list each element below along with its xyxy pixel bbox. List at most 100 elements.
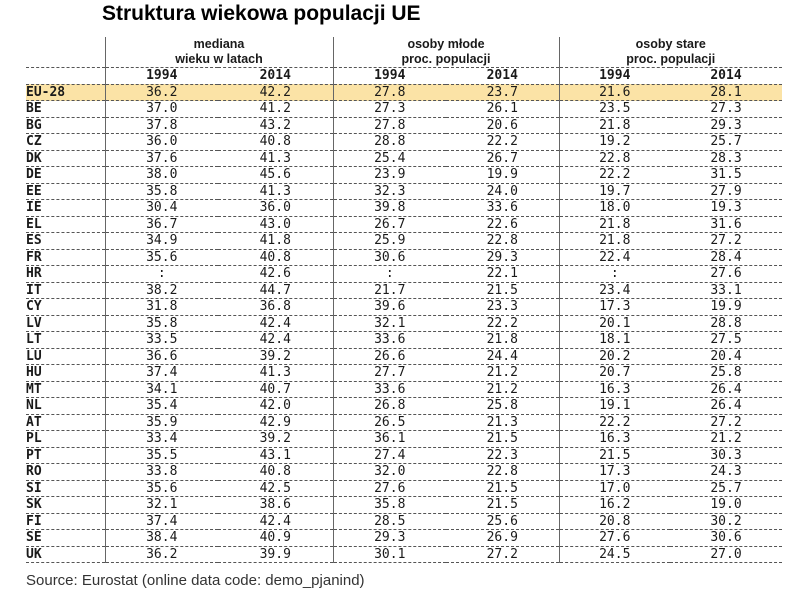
value-cell: 36.0 [218, 199, 333, 217]
table-row: DK 37.6 41.3 25.4 26.7 22.8 28.3 [26, 150, 782, 167]
value-cell: 21.5 [446, 480, 559, 497]
country-code: LU [26, 348, 105, 365]
country-code: LV [26, 315, 105, 332]
value-cell: 38.4 [104, 529, 218, 547]
value-cell: 21.6 [558, 84, 670, 101]
value-cell: 42.6 [218, 265, 333, 283]
value-cell: 33.6 [332, 331, 446, 349]
group-header-median: mediana wieku w latach [104, 37, 333, 68]
value-cell: 37.4 [104, 364, 218, 382]
value-cell: 37.4 [104, 513, 218, 530]
age-structure-table: mediana wieku w latach osoby młode proc.… [26, 37, 782, 563]
country-code: EU-28 [26, 84, 105, 101]
value-cell: 22.8 [446, 232, 559, 250]
value-cell: 25.8 [446, 397, 559, 415]
table-row-eu28: EU-28 36.2 42.2 27.8 23.7 21.6 28.1 [26, 84, 782, 101]
value-cell: 27.6 [332, 480, 446, 497]
value-cell: 27.6 [558, 529, 670, 547]
value-cell: 38.6 [218, 496, 333, 514]
value-cell: 37.6 [104, 150, 218, 167]
value-cell: 29.3 [332, 529, 446, 547]
value-cell: 43.0 [218, 216, 333, 233]
value-cell: 33.1 [670, 282, 782, 299]
value-cell: 16.2 [558, 496, 670, 514]
value-cell: 32.3 [332, 183, 446, 200]
value-cell: 27.5 [670, 331, 782, 349]
value-cell: 33.8 [104, 463, 218, 481]
value-cell: 35.8 [332, 496, 446, 514]
country-code: RO [26, 463, 105, 481]
value-cell: 36.6 [104, 348, 218, 365]
value-cell: 22.1 [446, 265, 559, 283]
value-cell: 30.2 [670, 513, 782, 530]
value-cell: 31.6 [670, 216, 782, 233]
value-cell: 30.4 [104, 199, 218, 217]
value-cell: 26.4 [670, 397, 782, 415]
group-header-line2: proc. populacji [401, 52, 491, 66]
value-cell: 35.6 [104, 249, 218, 266]
value-cell: 39.2 [218, 348, 333, 365]
value-cell: 38.0 [104, 166, 218, 184]
value-cell: 38.2 [104, 282, 218, 299]
value-cell: 18.1 [558, 331, 670, 349]
country-code: PL [26, 430, 105, 448]
value-cell: 17.3 [558, 298, 670, 316]
country-code: CY [26, 298, 105, 316]
value-cell: 36.2 [104, 84, 218, 101]
value-cell: 44.7 [218, 282, 333, 299]
year-header: 1994 [332, 67, 446, 85]
value-cell: 21.5 [446, 282, 559, 299]
group-header-row: mediana wieku w latach osoby młode proc.… [26, 37, 782, 68]
country-code: AT [26, 414, 105, 431]
value-cell: 30.1 [332, 546, 446, 563]
value-cell: 19.0 [670, 496, 782, 514]
country-code: ES [26, 232, 105, 250]
value-cell: 26.1 [446, 100, 559, 118]
table-row: LT 33.5 42.4 33.6 21.8 18.1 27.5 [26, 331, 782, 349]
table-row: ES 34.9 41.8 25.9 22.8 21.8 27.2 [26, 232, 782, 250]
table-body: EU-28 36.2 42.2 27.8 23.7 21.6 28.1 BE 37.0 41.2 2… [26, 84, 782, 563]
value-cell: 27.2 [670, 414, 782, 431]
country-code: FI [26, 513, 105, 530]
country-code: DK [26, 150, 105, 167]
value-cell: 43.1 [218, 447, 333, 464]
country-code: NL [26, 397, 105, 415]
value-cell: 21.8 [558, 117, 670, 134]
value-cell: 23.3 [446, 298, 559, 316]
country-code: FR [26, 249, 105, 266]
value-cell: 19.1 [558, 397, 670, 415]
value-cell: 19.9 [670, 298, 782, 316]
value-cell: 21.5 [446, 430, 559, 448]
value-cell: 41.3 [218, 364, 333, 382]
country-code: SI [26, 480, 105, 497]
table-row: CY 31.8 36.8 39.6 23.3 17.3 19.9 [26, 298, 782, 316]
value-cell: 33.5 [104, 331, 218, 349]
value-cell: 21.7 [332, 282, 446, 299]
value-cell: 35.8 [104, 183, 218, 200]
value-cell: 32.0 [332, 463, 446, 481]
value-cell: 31.5 [670, 166, 782, 184]
value-cell: 26.7 [332, 216, 446, 233]
value-cell: 27.7 [332, 364, 446, 382]
value-cell: 25.4 [332, 150, 446, 167]
table-row: MT 34.1 40.7 33.6 21.2 16.3 26.4 [26, 381, 782, 398]
value-cell: 40.8 [218, 133, 333, 151]
value-cell: 26.8 [332, 397, 446, 415]
value-cell: 27.8 [332, 117, 446, 134]
table-row: FR 35.6 40.8 30.6 29.3 22.4 28.4 [26, 249, 782, 266]
year-header: 1994 [558, 67, 670, 85]
table-row: RO 33.8 40.8 32.0 22.8 17.3 24.3 [26, 463, 782, 481]
value-cell: 40.7 [218, 381, 333, 398]
year-header: 2014 [446, 67, 559, 85]
value-cell: 37.8 [104, 117, 218, 134]
value-cell: 16.3 [558, 430, 670, 448]
value-cell: 22.8 [446, 463, 559, 481]
table-row: EE 35.8 41.3 32.3 24.0 19.7 27.9 [26, 183, 782, 200]
year-header: 2014 [670, 67, 782, 85]
group-header-line2: proc. populacji [626, 52, 716, 66]
table-row: FI 37.4 42.4 28.5 25.6 20.8 30.2 [26, 513, 782, 530]
value-cell: 41.2 [218, 100, 333, 118]
value-cell: 30.3 [670, 447, 782, 464]
table-row: LU 36.6 39.2 26.6 24.4 20.2 20.4 [26, 348, 782, 365]
value-cell: 34.9 [104, 232, 218, 250]
